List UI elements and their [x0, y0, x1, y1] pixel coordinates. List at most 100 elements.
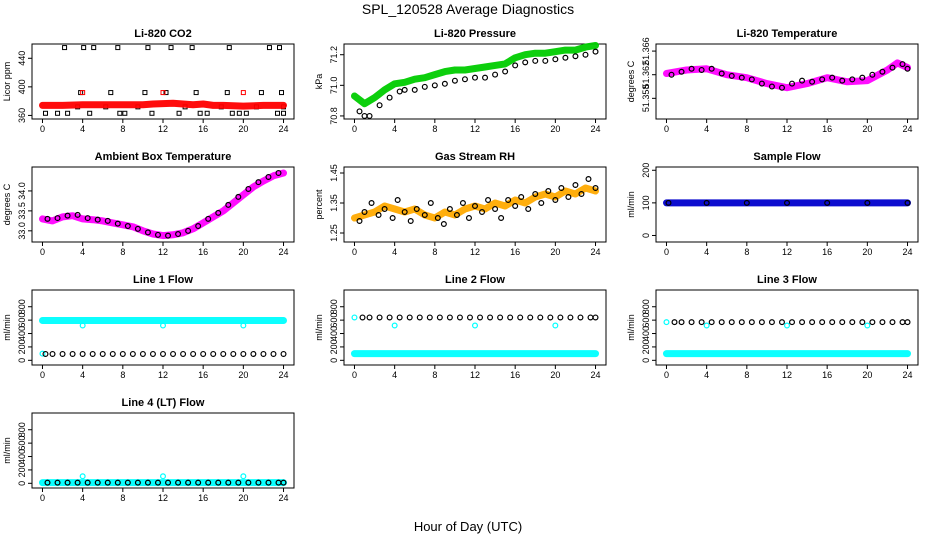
y-tick-label: 0 [17, 358, 27, 363]
data-point [260, 350, 267, 357]
y-tick-label: 400 [17, 326, 27, 341]
data-point [62, 45, 68, 51]
y-tick-label: 33.0 [17, 222, 27, 240]
data-point [42, 110, 48, 116]
data-point [562, 54, 569, 61]
data-point [368, 200, 375, 207]
data-point [678, 319, 685, 326]
x-tick-label: 8 [744, 247, 749, 257]
data-point [743, 199, 750, 206]
data-point [197, 110, 203, 116]
data-point [421, 83, 428, 90]
data-point [505, 197, 512, 204]
data-point [391, 322, 398, 329]
data-point [728, 72, 735, 79]
data-point [708, 319, 715, 326]
data-point [407, 218, 414, 225]
panel-title: Line 2 Flow [445, 274, 505, 286]
data-point [819, 319, 826, 326]
data-point [74, 211, 81, 218]
data-point [451, 77, 458, 84]
series-2 [668, 61, 911, 91]
x-tick-label: 12 [782, 124, 792, 134]
x-tick-label: 12 [470, 124, 480, 134]
data-point [129, 350, 136, 357]
y-tick-label: 400 [641, 326, 651, 341]
data-point [215, 209, 222, 216]
data-point [168, 45, 174, 51]
data-point [87, 110, 93, 116]
data-point [485, 197, 492, 204]
data-point [446, 206, 453, 213]
data-point [532, 191, 539, 198]
data-point [122, 110, 128, 116]
y-axis-label: ml/min [626, 314, 636, 341]
data-point [498, 215, 505, 222]
data-point [160, 350, 167, 357]
data-point [250, 350, 257, 357]
data-point [538, 200, 545, 207]
x-tick-label: 16 [510, 247, 520, 257]
data-point [864, 199, 871, 206]
data-point [552, 56, 559, 63]
data-point [698, 319, 705, 326]
data-point [134, 479, 141, 486]
data-point [688, 319, 695, 326]
series-2 [356, 176, 599, 228]
data-point [185, 227, 192, 234]
data-point [799, 319, 806, 326]
data-point [99, 350, 106, 357]
panel-5: Gas Stream RH 0 4 8 12 16 20 24 1.25 1.35 1.45 perc… [314, 151, 607, 257]
y-axis-label: ml/min [314, 314, 324, 341]
data-point [466, 314, 473, 321]
data-point [389, 215, 396, 222]
data-point [487, 314, 494, 321]
data-point [472, 74, 479, 81]
x-tick-label: 0 [352, 247, 357, 257]
data-point [401, 86, 408, 93]
data-point [431, 82, 438, 89]
data-band [39, 169, 287, 240]
data-point [592, 185, 599, 192]
data-point [411, 86, 418, 93]
y-tick-label: 800 [329, 299, 339, 314]
y-tick-label: 200 [17, 339, 27, 354]
x-tick-label: 20 [238, 370, 248, 380]
y-axis-label: ml/min [2, 437, 12, 464]
data-point [492, 71, 499, 78]
data-point [748, 319, 755, 326]
x-tick-label: 20 [862, 124, 872, 134]
data-point [472, 322, 479, 329]
data-point [849, 76, 856, 83]
series-2 [351, 314, 559, 329]
data-point [396, 314, 403, 321]
data-point [396, 88, 403, 95]
y-axis-label: degrees C [2, 183, 12, 225]
y-tick-label: 1.45 [329, 164, 339, 182]
data-point [864, 322, 871, 329]
data-point [502, 68, 509, 75]
x-tick-label: 24 [591, 247, 601, 257]
x-tick-label: 8 [744, 370, 749, 380]
data-point [592, 48, 599, 55]
data-point [160, 473, 167, 480]
data-point [585, 176, 592, 183]
data-point [280, 350, 287, 357]
series-1 [663, 59, 911, 92]
data-point [587, 314, 594, 321]
data-point [718, 70, 725, 77]
x-tick-label: 4 [704, 247, 709, 257]
data-point [517, 314, 524, 321]
data-point [512, 62, 519, 69]
data-point [224, 90, 230, 96]
y-tick-label: 0 [641, 233, 651, 238]
data-point [532, 57, 539, 64]
data-point [142, 90, 148, 96]
data-point [416, 314, 423, 321]
data-point [592, 314, 599, 321]
data-point [139, 350, 146, 357]
x-tick-label: 16 [510, 370, 520, 380]
y-axis-label: kPa [314, 74, 324, 90]
data-point [220, 350, 227, 357]
x-tick-label: 20 [550, 124, 560, 134]
